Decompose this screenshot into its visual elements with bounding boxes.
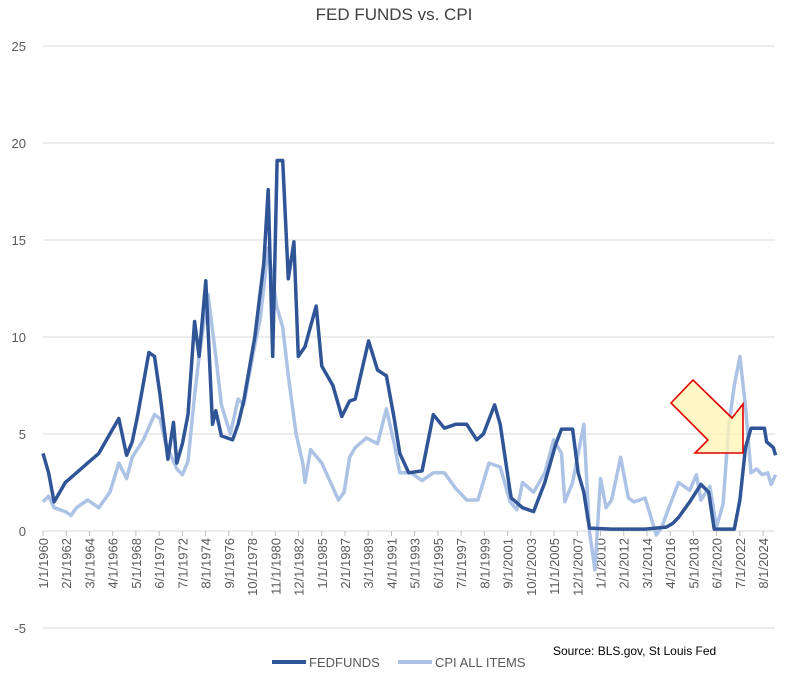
legend-label-cpi: CPI ALL ITEMS — [435, 655, 526, 670]
x-tick-label: 4/1/1966 — [106, 538, 121, 589]
y-tick-label: -5 — [14, 621, 26, 636]
series-line-fedfunds — [41, 158, 778, 531]
annotation-arrow — [669, 378, 744, 454]
legend: FEDFUNDS CPI ALL ITEMS — [272, 655, 526, 670]
x-tick-label: 3/1/1964 — [82, 538, 97, 589]
x-tick-label: 2/1/1962 — [59, 538, 74, 589]
x-tick-label: 2/1/2012 — [617, 538, 632, 589]
y-tick-label: 0 — [19, 524, 26, 539]
x-tick-label: 1/1/1960 — [36, 538, 51, 589]
x-tick-label: 7/1/1997 — [454, 538, 469, 589]
legend-label-fedfunds: FEDFUNDS — [309, 655, 380, 670]
y-tick-label: 15 — [12, 233, 26, 248]
x-axis-ticks: 1/1/1960 2/1/1962 3/1/1964 4/1/1966 5/1/1968… — [36, 531, 771, 596]
x-tick-label: 8/1/2024 — [756, 538, 771, 589]
chart-title: FED FUNDS vs. CPI — [316, 5, 473, 24]
x-tick-label: 7/1/1972 — [175, 538, 190, 589]
x-tick-label: 8/1/1999 — [477, 538, 492, 589]
series-lines — [41, 158, 778, 572]
x-tick-label: 4/1/1991 — [384, 538, 399, 589]
x-tick-label: 8/1/1974 — [199, 538, 214, 589]
x-tick-label: 10/1/1978 — [245, 538, 260, 596]
y-tick-label: 5 — [19, 427, 26, 442]
x-tick-label: 7/1/2022 — [733, 538, 748, 589]
x-tick-label: 12/1/2007 — [570, 538, 585, 596]
x-tick-label: 6/1/1995 — [431, 538, 446, 589]
y-tick-label: 10 — [12, 330, 26, 345]
x-tick-label: 5/1/1968 — [129, 538, 144, 589]
x-tick-label: 3/1/2014 — [640, 538, 655, 589]
x-tick-label: 4/1/2016 — [663, 538, 678, 589]
y-tick-label: 20 — [12, 136, 26, 151]
source-note: Source: BLS.gov, St Louis Fed — [553, 644, 716, 658]
x-tick-label: 9/1/2001 — [501, 538, 516, 589]
y-axis-ticks: -5 0 5 10 15 20 25 — [12, 39, 26, 636]
x-tick-label: 6/1/1970 — [152, 538, 167, 589]
x-tick-label: 11/1/1980 — [268, 538, 283, 595]
x-tick-label: 1/1/1985 — [315, 538, 330, 589]
x-tick-label: 11/1/2005 — [547, 538, 562, 595]
x-tick-label: 2/1/1987 — [338, 538, 353, 589]
x-tick-label: 6/1/2020 — [710, 538, 725, 589]
x-tick-label: 12/1/1982 — [292, 538, 307, 596]
series-line-cpi — [41, 246, 778, 572]
x-tick-label: 9/1/1976 — [222, 538, 237, 589]
y-tick-label: 25 — [12, 39, 26, 54]
x-tick-label: 10/1/2003 — [524, 538, 539, 596]
x-tick-label: 5/1/1993 — [408, 538, 423, 589]
x-tick-label: 3/1/1989 — [361, 538, 376, 589]
x-tick-label: 5/1/2018 — [686, 538, 701, 589]
